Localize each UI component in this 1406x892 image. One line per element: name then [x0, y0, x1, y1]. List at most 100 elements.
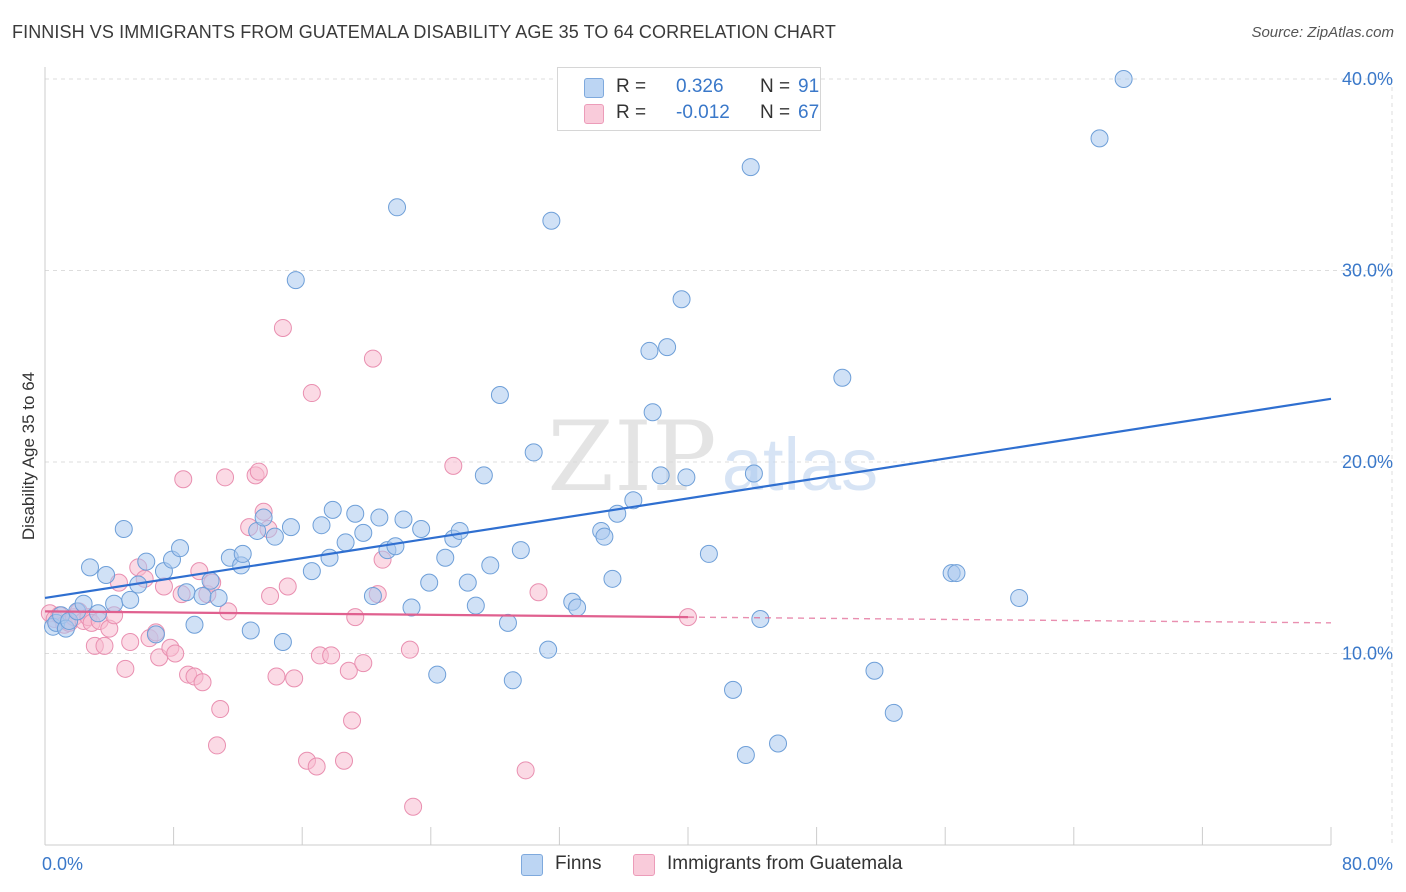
finns-point	[354, 523, 373, 542]
finns-point	[490, 385, 509, 404]
finns-r-value: 0.326	[676, 76, 724, 97]
finns-point	[474, 466, 493, 485]
finns-point	[568, 598, 587, 617]
finns-point	[74, 594, 93, 613]
finns-point	[137, 552, 156, 571]
finns-point	[281, 518, 300, 537]
finns-point	[724, 680, 743, 699]
finns-r-label: R =	[616, 76, 647, 97]
guatemala-point	[193, 673, 212, 692]
correlation-legend: R = 0.326 N = 91 R = -0.012 N = 67	[557, 67, 821, 131]
finns-point	[481, 556, 500, 575]
guatemala-trend-line	[44, 610, 689, 619]
finns-point	[428, 665, 447, 684]
finns-point	[312, 516, 331, 535]
finns-n-value: 91	[798, 76, 820, 97]
bottom-guatemala-label: Immigrants from Guatemala	[667, 853, 903, 874]
bottom-finns-label: Finns	[555, 853, 602, 874]
guatemala-point	[211, 700, 230, 719]
guatemala-point	[444, 456, 463, 475]
finns-point	[201, 571, 220, 590]
finns-point	[105, 594, 124, 613]
guatemala-n-label: N =	[760, 102, 791, 123]
x-tick-label-max: 80.0%	[1342, 854, 1393, 874]
finns-point	[146, 625, 165, 644]
finns-point	[370, 508, 389, 527]
finns-point	[436, 548, 455, 567]
finns-point	[884, 703, 903, 722]
bottom-guatemala-swatch	[633, 854, 655, 876]
finns-point	[458, 573, 477, 592]
finns-point	[503, 671, 522, 690]
finns-n-label: N =	[760, 76, 791, 97]
finns-point	[171, 539, 190, 558]
y-tick-label: 10.0%	[1342, 644, 1393, 664]
x-tick-label-min: 0.0%	[42, 854, 83, 874]
finns-swatch	[584, 78, 604, 98]
finns-point	[193, 587, 212, 606]
guatemala-r-value: -0.012	[676, 102, 730, 123]
guatemala-point	[285, 669, 304, 688]
trend-lines	[44, 397, 1332, 624]
y-tick-label: 40.0%	[1342, 69, 1393, 89]
guatemala-point	[302, 384, 321, 403]
finns-point	[524, 443, 543, 462]
guatemala-point	[261, 587, 280, 606]
finns-point	[209, 588, 228, 607]
y-tick-label: 20.0%	[1342, 452, 1393, 472]
finns-point	[323, 500, 342, 519]
guatemala-point	[307, 757, 326, 776]
guatemala-point	[216, 468, 235, 487]
guatemala-point	[174, 470, 193, 489]
finns-point	[947, 564, 966, 583]
finns-point	[233, 544, 252, 563]
finns-point	[394, 510, 413, 529]
finns-point	[658, 338, 677, 357]
finns-point	[736, 745, 755, 764]
finns-point	[769, 734, 788, 753]
finns-point	[241, 621, 260, 640]
finns-point	[741, 158, 760, 177]
gridlines	[45, 78, 1393, 845]
guatemala-swatch	[584, 104, 604, 124]
guatemala-point	[116, 659, 135, 678]
finns-point	[81, 558, 100, 577]
finns-point	[114, 520, 133, 539]
guatemala-point	[219, 602, 238, 621]
finns-point	[603, 569, 622, 588]
finns-point	[640, 341, 659, 360]
watermark-atlas: atlas	[722, 423, 878, 506]
finns-point	[643, 403, 662, 422]
finns-point	[865, 661, 884, 680]
finns-point	[97, 565, 116, 584]
finns-point	[624, 491, 643, 510]
finns-point	[386, 537, 405, 556]
finns-point	[450, 521, 469, 540]
finns-point	[286, 271, 305, 290]
guatemala-trend-line-extension	[687, 616, 1332, 624]
finns-point	[539, 640, 558, 659]
finns-point	[466, 596, 485, 615]
finns-point	[511, 541, 530, 560]
finns-point	[595, 527, 614, 546]
finns-point	[273, 633, 292, 652]
finns-trend-line	[44, 397, 1332, 600]
finns-point	[265, 527, 284, 546]
guatemala-point	[346, 608, 365, 627]
finns-point	[744, 464, 763, 483]
guatemala-point	[363, 349, 382, 368]
finns-point	[1114, 70, 1133, 88]
finns-point	[751, 610, 770, 629]
guatemala-point	[516, 761, 535, 780]
guatemala-point	[273, 318, 292, 337]
bottom-finns-swatch	[521, 854, 543, 876]
guatemala-n-value: 67	[798, 102, 820, 123]
guatemala-point	[121, 633, 140, 652]
finns-point	[651, 466, 670, 485]
finns-point	[1010, 588, 1029, 607]
finns-point	[402, 598, 421, 617]
y-tick-label: 30.0%	[1342, 261, 1393, 281]
guatemala-point	[400, 640, 419, 659]
finns-point	[302, 562, 321, 581]
